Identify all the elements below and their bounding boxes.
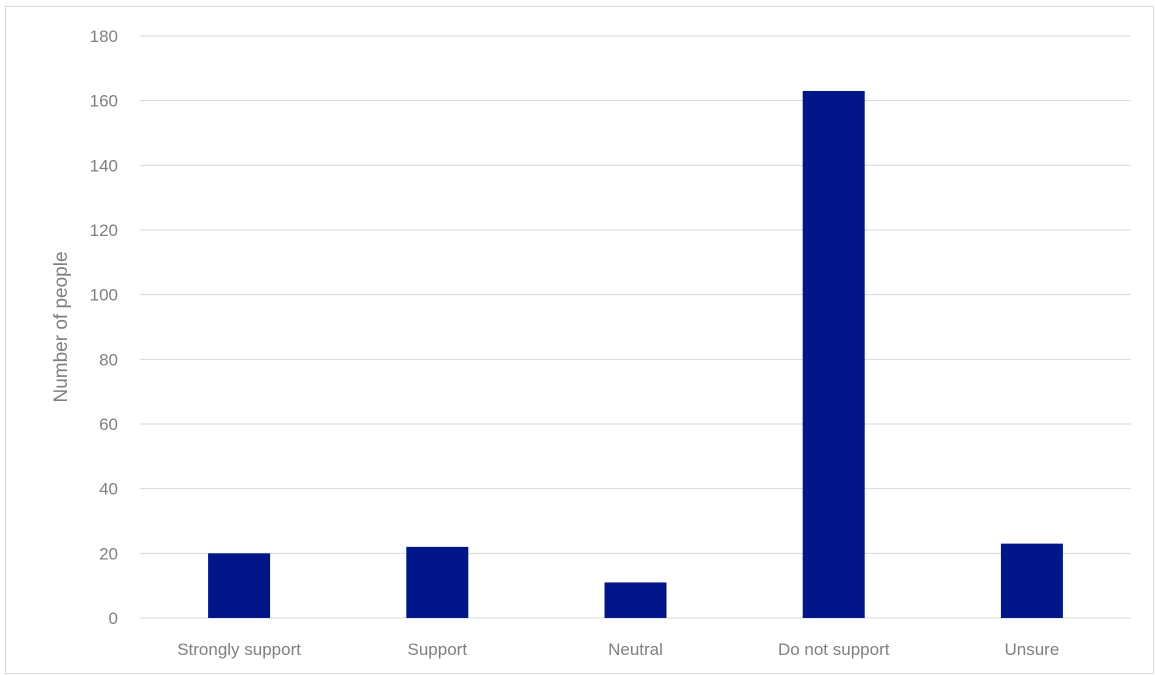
y-axis-title: Number of people — [51, 251, 72, 402]
x-axis-tick-labels: Strongly support Support Neutral Do not sup… — [177, 640, 1059, 659]
y-tick-label: 0 — [109, 609, 118, 628]
bar — [604, 582, 667, 618]
bar — [802, 90, 865, 618]
bar — [208, 553, 271, 618]
bar — [406, 546, 469, 618]
bars — [208, 90, 1063, 618]
x-tick-label: Strongly support — [177, 640, 301, 659]
y-tick-label: 180 — [90, 27, 118, 46]
x-tick-label: Do not support — [778, 640, 890, 659]
x-tick-label: Support — [408, 640, 468, 659]
x-tick-label: Neutral — [608, 640, 663, 659]
y-tick-label: 40 — [99, 480, 118, 499]
y-tick-label: 20 — [99, 544, 118, 563]
gridlines — [140, 35, 1131, 619]
y-tick-label: 160 — [90, 92, 118, 111]
y-tick-label: 60 — [99, 415, 118, 434]
y-axis-tick-labels: 0 20 40 60 80 100 120 140 160 180 — [90, 27, 118, 628]
y-tick-label: 120 — [90, 221, 118, 240]
y-tick-label: 140 — [90, 156, 118, 175]
chart-frame — [5, 6, 1154, 674]
bar — [1000, 543, 1063, 618]
x-tick-label: Unsure — [1004, 640, 1059, 659]
y-tick-label: 100 — [90, 286, 118, 305]
y-tick-label: 80 — [99, 350, 118, 369]
